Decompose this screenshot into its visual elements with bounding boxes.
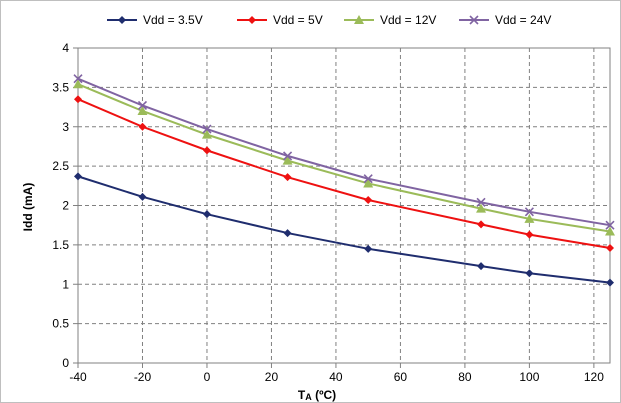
data-point: [364, 195, 373, 204]
data-point: [476, 197, 486, 207]
data-point: [138, 122, 147, 131]
legend-item: Vdd = 12V: [344, 13, 436, 27]
legend-marker: [118, 16, 126, 24]
data-point: [363, 178, 374, 188]
marker-stroke: [283, 151, 293, 161]
legend-marker: [248, 16, 256, 24]
data-point: [477, 220, 486, 229]
legend-item: Vdd = 5V: [237, 13, 323, 27]
data-point: [74, 95, 82, 104]
series-line: [77, 175, 611, 284]
data-point: [283, 173, 292, 182]
y-axis-ticks: 0 0.5 1 1.5 2 2.5 3 3.5 4: [52, 41, 78, 370]
x-tick-label: 120: [584, 370, 604, 384]
data-point: [606, 244, 614, 253]
data-point: [202, 146, 211, 155]
x-axis-title: TA (ºC): [298, 388, 336, 402]
data-point: [138, 192, 147, 201]
data-point: [605, 226, 615, 236]
marker-stroke: [524, 207, 534, 217]
x-tick-label: 80: [458, 370, 472, 384]
data-point: [283, 151, 293, 161]
legend-label: Vdd = 5V: [273, 13, 323, 27]
data-point: [201, 129, 212, 139]
y-tick-label: 1: [62, 277, 69, 291]
x-tick-label: 40: [329, 370, 343, 384]
legend-marker: [354, 15, 364, 24]
marker-stroke: [363, 174, 373, 184]
y-tick-label: 2.5: [52, 159, 69, 173]
series-line: [77, 77, 611, 227]
legend-item: Vdd = 24V: [459, 13, 551, 27]
y-axis-title: Idd (mA): [21, 183, 35, 232]
marker-stroke: [73, 74, 83, 84]
data-point: [73, 74, 83, 84]
legend-label: Vdd = 24V: [495, 13, 551, 27]
x-tick-label: 60: [394, 370, 408, 384]
series-vdd-24v: [73, 74, 615, 230]
data-point: [524, 213, 535, 223]
x-tick-label: 100: [519, 370, 539, 384]
data-point: [477, 262, 486, 271]
series-vdd-5v: [74, 95, 614, 253]
series-vdd-3-5v: [74, 172, 614, 287]
data-point: [73, 79, 83, 89]
y-tick-label: 1.5: [52, 238, 69, 252]
series-layer: [73, 74, 615, 287]
legend-marker: [469, 15, 479, 25]
marker-stroke: [137, 100, 148, 111]
y-tick-label: 3: [62, 120, 69, 134]
data-point: [137, 106, 148, 115]
x-tick-label: 20: [265, 370, 279, 384]
y-tick-label: 2: [62, 199, 69, 213]
series-line: [77, 98, 611, 250]
data-point: [524, 207, 534, 217]
data-point: [476, 203, 487, 213]
marker-stroke: [469, 15, 479, 25]
x-axis-title-unit: (ºC): [312, 388, 336, 402]
x-axis-ticks: -40 -20 0 20 40 60 80 100 120: [69, 363, 604, 384]
y-tick-label: 3.5: [52, 80, 69, 94]
data-point: [202, 124, 212, 134]
legend-label: Vdd = 12V: [380, 13, 436, 27]
data-point: [363, 174, 373, 184]
y-tick-label: 0: [62, 356, 69, 370]
data-point: [606, 278, 614, 287]
data-point: [605, 220, 615, 230]
x-tick-label: -20: [134, 370, 152, 384]
data-point: [137, 100, 148, 111]
x-tick-label: 0: [204, 370, 211, 384]
data-point: [282, 155, 293, 165]
y-tick-label: 4: [62, 41, 69, 55]
series-line: [77, 83, 611, 233]
data-point: [364, 244, 373, 253]
marker-stroke: [476, 197, 486, 207]
marker-stroke: [605, 220, 615, 230]
legend-item: Vdd = 3.5V: [107, 13, 203, 27]
data-point: [202, 210, 211, 219]
legend: Vdd = 3.5V Vdd = 5V Vdd = 12V Vdd = 24V: [107, 13, 551, 27]
series-vdd-12v: [73, 79, 615, 236]
data-point: [525, 269, 534, 278]
x-axis-title-main: T: [298, 388, 306, 402]
y-tick-label: 0.5: [52, 317, 69, 331]
x-tick-label: -40: [69, 370, 87, 384]
data-point: [283, 229, 292, 238]
marker-stroke: [202, 124, 212, 134]
grid: [78, 48, 610, 363]
legend-label: Vdd = 3.5V: [143, 13, 203, 27]
data-point: [74, 172, 82, 181]
data-point: [525, 230, 534, 239]
x-axis-title-subscript: A: [305, 392, 312, 402]
